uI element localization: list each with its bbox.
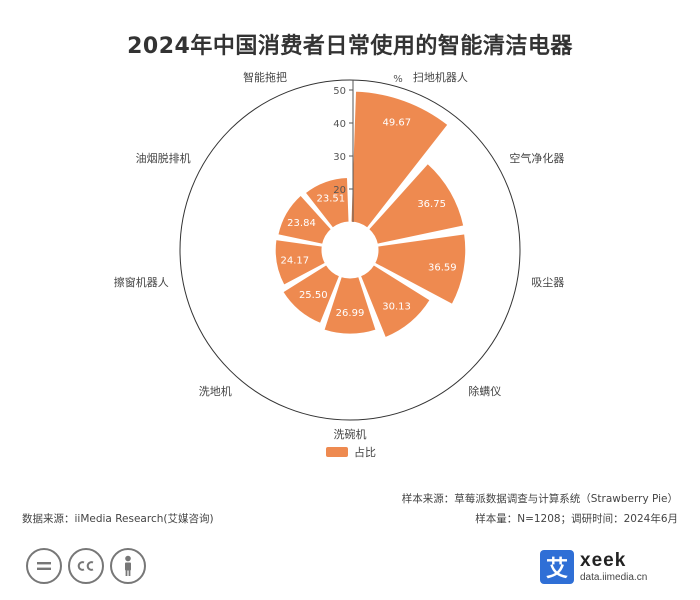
bar-扫地机器人[interactable] [350,90,449,229]
sample-info: 样本量：N=1208；调研时间：2024年6月 [475,513,678,525]
polar-bar-chart: 20 30 40 50% 49.67 36.75 36.59 30.13 26.99 25.50 2… [114,70,565,440]
bar-空气净化器[interactable] [368,162,465,245]
bar-吸尘器[interactable] [374,233,467,306]
radial-tick-label: 20 [333,185,346,196]
category-label: 除螨仪 [468,384,501,398]
category-label: 空气净化器 [509,151,564,165]
brand-logo: 艾 xeek data.iimedia.cn [540,550,647,584]
bar-油烟脱排机[interactable] [277,194,332,245]
value-label: 25.50 [299,290,328,301]
brand-url: data.iimedia.cn [580,571,648,583]
value-label: 36.75 [417,199,446,210]
legend-label: 占比 [354,446,376,459]
bar-除螨仪[interactable] [359,264,431,339]
category-label: 吸尘器 [531,276,564,289]
radial-axis-unit: % [393,74,403,85]
sample-source: 样本来源：草莓派数据调查与计算系统（Strawberry Pie） [401,493,678,505]
category-label: 智能拖把 [243,70,287,84]
person-icon [110,548,146,584]
value-label: 30.13 [382,301,411,312]
radial-tick-label: 40 [333,119,346,130]
value-label: 23.84 [287,218,316,229]
value-label: 36.59 [428,262,457,273]
category-label: 扫地机器人 [413,70,468,84]
cc-icon [68,548,104,584]
category-label: 洗地机 [199,384,232,398]
category-label: 油烟脱排机 [136,151,191,165]
legend[interactable]: 占比 [326,444,376,460]
bar-洗碗机[interactable] [323,276,377,335]
brand-word: xeek [580,550,627,572]
chart-title: 2024年中国消费者日常使用的智能清洁电器 [127,34,573,59]
radial-tick-label: 50 [333,86,346,97]
category-label: 擦窗机器人 [114,275,169,289]
angle-axis-circle [179,79,521,421]
value-label: 23.51 [317,193,346,204]
bar-擦窗机器人[interactable] [274,239,326,286]
value-label: 24.17 [281,256,310,267]
category-label: 洗碗机 [334,427,367,440]
data-source: 数据来源：iiMedia Research(艾媒咨询) [22,513,214,525]
legend-swatch [326,447,348,457]
license-icons [26,548,146,584]
bar-洗地机[interactable] [282,264,341,325]
brand-badge: 艾 [540,550,574,584]
radial-tick-label: 30 [333,152,346,163]
equals-icon [26,548,62,584]
value-label: 26.99 [336,308,365,319]
bar-智能拖把[interactable] [304,176,350,229]
value-label: 49.67 [383,117,412,128]
